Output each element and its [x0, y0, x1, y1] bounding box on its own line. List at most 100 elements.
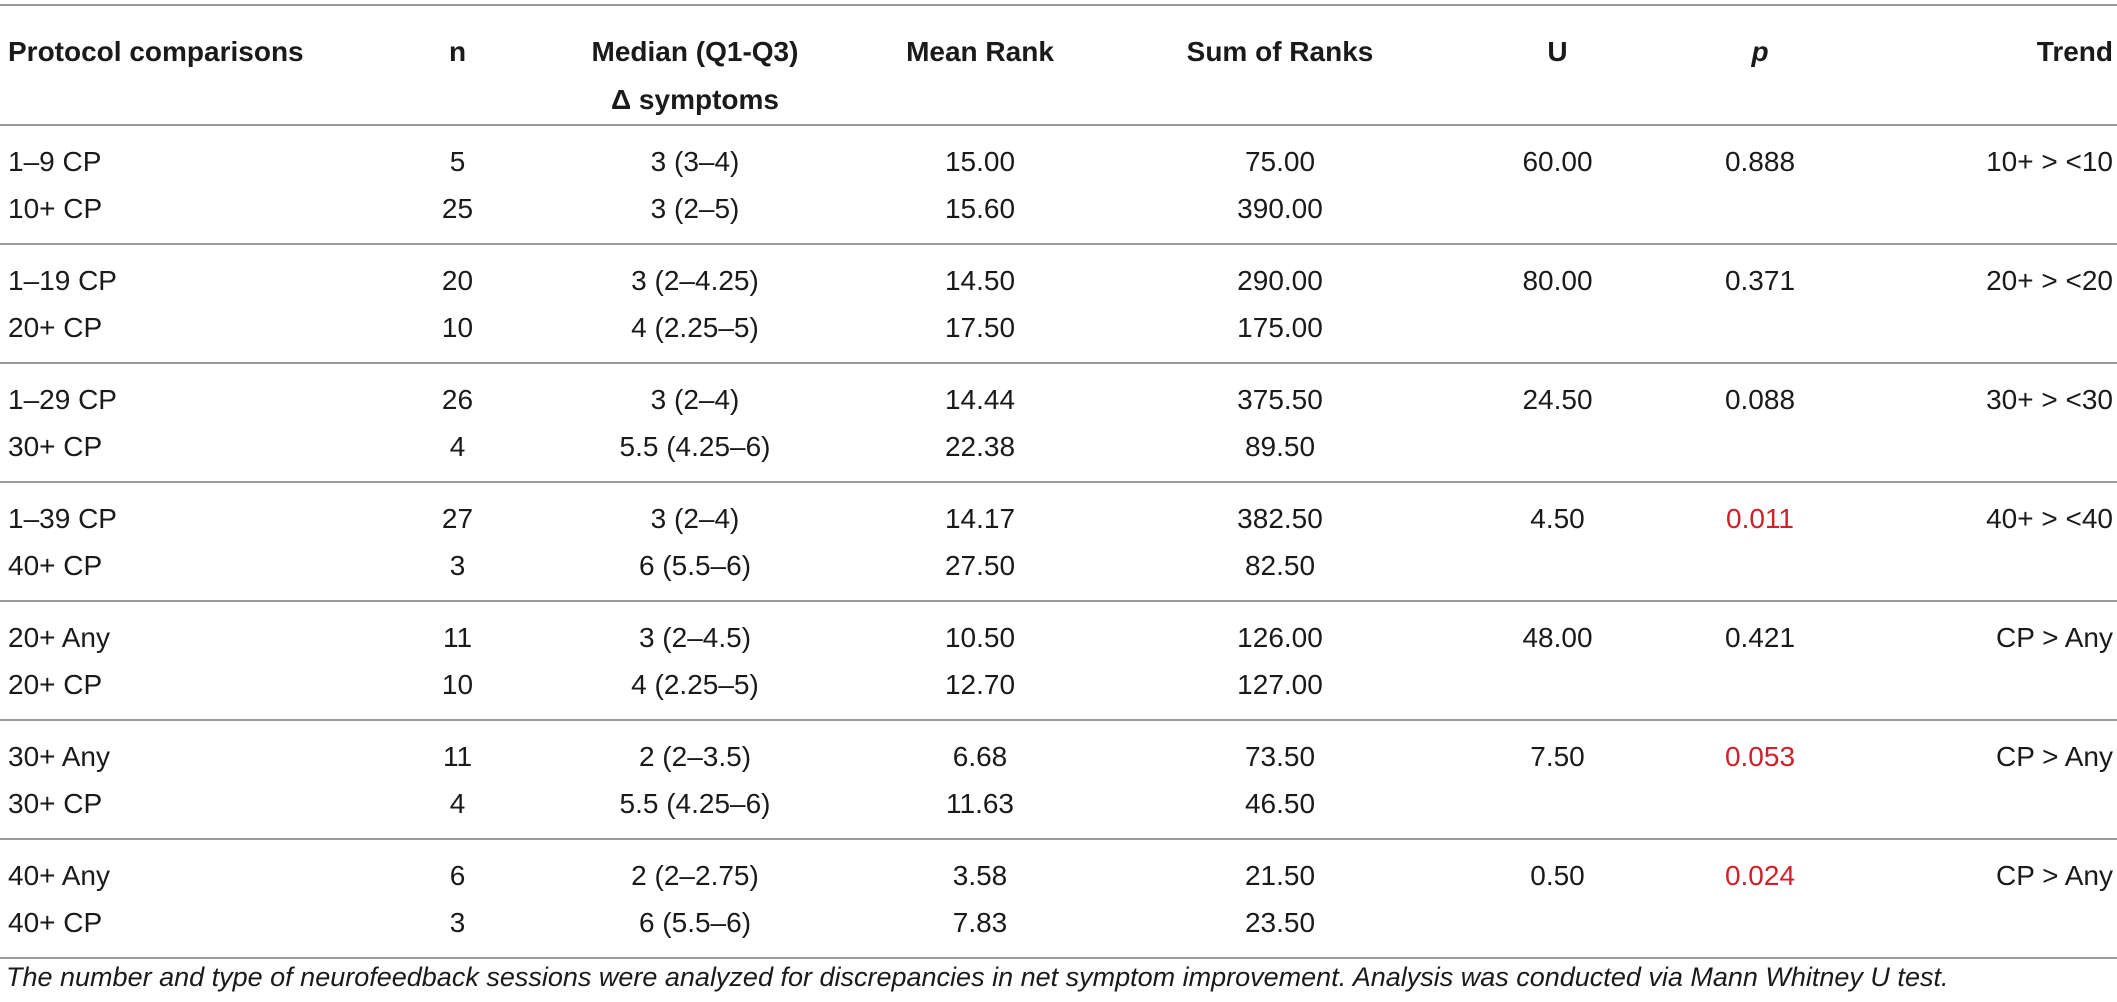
cell-median: 3 (2–4) — [650, 503, 740, 534]
cell-trend: CP > Any — [1995, 860, 2113, 891]
cell-protocol: 1–29 CP — [8, 384, 117, 415]
cell-protocol: 30+ CP — [8, 788, 103, 819]
cell-sum-ranks: 290.00 — [1237, 265, 1323, 296]
table-row: 20+ CP 10 4 (2.25–5) 12.70 127.00 — [0, 661, 2117, 720]
cell-protocol: 40+ Any — [8, 860, 110, 891]
cell-median: 4 (2.25–5) — [631, 312, 759, 343]
cell-p — [1650, 185, 1870, 244]
cell-protocol: 1–19 CP — [8, 265, 117, 296]
cell-trend — [1870, 185, 2117, 244]
header-n: n — [448, 36, 467, 67]
table-row: 30+ CP 4 5.5 (4.25–6) 11.63 46.50 — [0, 780, 2117, 839]
header-sum-ranks: Sum of Ranks — [1186, 36, 1374, 67]
cell-u: 80.00 — [1522, 265, 1593, 296]
cell-n: 27 — [441, 503, 474, 534]
cell-n: 3 — [449, 550, 466, 581]
header-protocol: Protocol comparisons — [8, 36, 304, 67]
header-median: Median (Q1-Q3) Δ symptoms — [525, 5, 865, 125]
cell-protocol: 20+ CP — [8, 669, 103, 700]
table-row: 20+ CP 10 4 (2.25–5) 17.50 175.00 — [0, 304, 2117, 363]
cell-protocol: 30+ Any — [8, 741, 110, 772]
cell-sum-ranks: 21.50 — [1244, 860, 1316, 891]
table-row: 40+ CP 3 6 (5.5–6) 7.83 23.50 — [0, 899, 2117, 958]
cell-n: 11 — [442, 622, 473, 653]
cell-sum-ranks: 23.50 — [1244, 907, 1316, 938]
cell-p: 0.371 — [1724, 265, 1796, 296]
cell-median: 6 (5.5–6) — [638, 550, 752, 581]
cell-p — [1650, 899, 1870, 958]
header-mean-rank: Mean Rank — [906, 36, 1054, 67]
cell-p: 0.011 — [1726, 503, 1794, 534]
cell-mean-rank: 14.50 — [944, 265, 1016, 296]
header-row: Protocol comparisons n Median (Q1-Q3) Δ … — [0, 5, 2117, 125]
cell-median: 3 (3–4) — [650, 146, 740, 177]
cell-u: 7.50 — [1530, 741, 1585, 772]
cell-n: 10 — [441, 312, 474, 343]
cell-mean-rank: 27.50 — [944, 550, 1016, 581]
table-row: 40+ Any 6 2 (2–2.75) 3.58 21.50 0.50 0.024 CP >… — [0, 839, 2117, 899]
cell-sum-ranks: 390.00 — [1237, 193, 1323, 224]
cell-protocol: 10+ CP — [8, 193, 103, 224]
cell-sum-ranks: 75.00 — [1244, 146, 1316, 177]
table-row: 1–19 CP 20 3 (2–4.25) 14.50 290.00 80.00 0.371… — [0, 244, 2117, 304]
cell-sum-ranks: 82.50 — [1244, 550, 1316, 581]
header-u: U — [1547, 36, 1568, 67]
cell-protocol: 20+ CP — [8, 312, 103, 343]
cell-p: 0.421 — [1724, 622, 1796, 653]
cell-protocol: 20+ Any — [8, 622, 110, 653]
cell-median: 3 (2–4.25) — [631, 265, 759, 296]
cell-mean-rank: 10.50 — [944, 622, 1016, 653]
cell-u: 24.50 — [1522, 384, 1593, 415]
cell-median: 3 (2–5) — [650, 193, 740, 224]
cell-u — [1465, 542, 1650, 601]
cell-trend — [1870, 304, 2117, 363]
cell-mean-rank: 14.17 — [944, 503, 1016, 534]
cell-mean-rank: 22.38 — [944, 431, 1016, 462]
cell-trend — [1870, 780, 2117, 839]
table-row: 40+ CP 3 6 (5.5–6) 27.50 82.50 — [0, 542, 2117, 601]
cell-mean-rank: 15.60 — [944, 193, 1016, 224]
cell-n: 11 — [442, 741, 473, 772]
table-row: 10+ CP 25 3 (2–5) 15.60 390.00 — [0, 185, 2117, 244]
cell-p — [1650, 423, 1870, 482]
cell-protocol: 30+ CP — [8, 431, 103, 462]
cell-trend: CP > Any — [1995, 622, 2113, 653]
cell-mean-rank: 12.70 — [944, 669, 1016, 700]
cell-p: 0.053 — [1724, 741, 1796, 772]
table-body: 1–9 CP 5 3 (3–4) 15.00 75.00 60.00 0.888 10+ > … — [0, 125, 2117, 958]
cell-trend: CP > Any — [1995, 741, 2113, 772]
cell-u: 4.50 — [1530, 503, 1585, 534]
cell-sum-ranks: 382.50 — [1237, 503, 1323, 534]
cell-p — [1650, 780, 1870, 839]
cell-trend — [1870, 899, 2117, 958]
cell-n: 4 — [449, 788, 466, 819]
table-row: 20+ Any 11 3 (2–4.5) 10.50 126.00 48.00 0.421 C… — [0, 601, 2117, 661]
cell-n: 3 — [449, 907, 466, 938]
cell-n: 26 — [441, 384, 474, 415]
cell-median: 2 (2–3.5) — [638, 741, 752, 772]
table-row: 1–39 CP 27 3 (2–4) 14.17 382.50 4.50 0.011 40+ … — [0, 482, 2117, 542]
cell-median: 3 (2–4) — [650, 384, 740, 415]
cell-u: 0.50 — [1530, 860, 1585, 891]
cell-n: 10 — [441, 669, 474, 700]
cell-sum-ranks: 73.50 — [1244, 741, 1316, 772]
cell-p: 0.888 — [1724, 146, 1796, 177]
cell-median: 6 (5.5–6) — [638, 907, 752, 938]
cell-mean-rank: 7.83 — [952, 907, 1008, 938]
cell-n: 20 — [441, 265, 474, 296]
cell-trend: 10+ > <10 — [1986, 146, 2113, 177]
cell-mean-rank: 6.68 — [952, 741, 1008, 772]
table-footnote: The number and type of neurofeedback ses… — [6, 962, 1949, 992]
cell-u: 60.00 — [1522, 146, 1593, 177]
cell-mean-rank: 15.00 — [944, 146, 1016, 177]
cell-trend: 30+ > <30 — [1986, 384, 2113, 415]
cell-sum-ranks: 175.00 — [1237, 312, 1323, 343]
header-median-line2: Δ symptoms — [611, 84, 779, 115]
cell-sum-ranks: 127.00 — [1237, 669, 1323, 700]
cell-u — [1465, 304, 1650, 363]
table-row: 1–29 CP 26 3 (2–4) 14.44 375.50 24.50 0.088 30+… — [0, 363, 2117, 423]
cell-n: 25 — [441, 193, 474, 224]
cell-protocol: 1–39 CP — [8, 503, 117, 534]
table-row: 30+ Any 11 2 (2–3.5) 6.68 73.50 7.50 0.053 CP >… — [0, 720, 2117, 780]
table-row: 30+ CP 4 5.5 (4.25–6) 22.38 89.50 — [0, 423, 2117, 482]
